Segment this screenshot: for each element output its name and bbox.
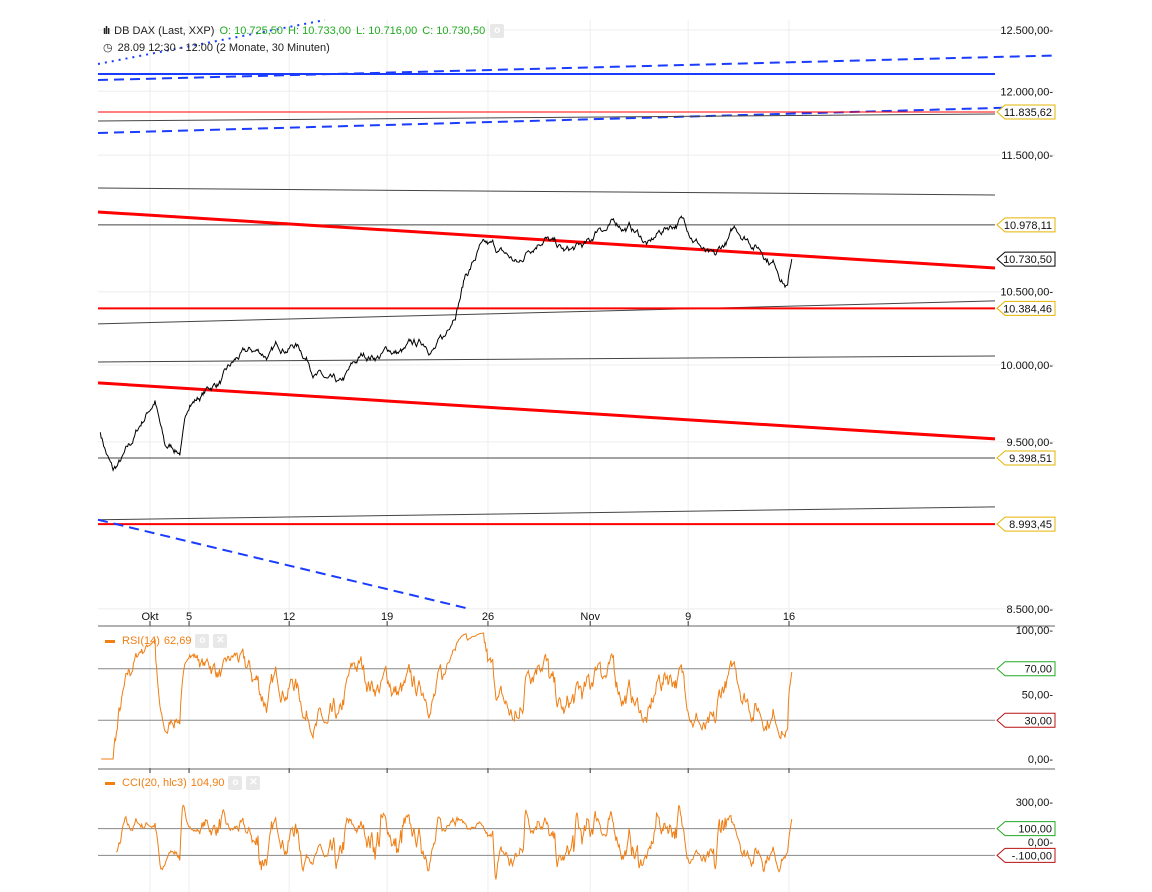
trend-line bbox=[97, 355, 996, 363]
price-tag: 11.835,62 bbox=[1004, 107, 1052, 119]
clock-icon: ◷ bbox=[103, 42, 113, 54]
price-tag-box bbox=[996, 251, 1056, 267]
rsi-level-tag-box bbox=[996, 661, 1056, 677]
settings-button[interactable]: o bbox=[490, 24, 505, 38]
rsi-legend: RSI(14) 62,69 o ✕ bbox=[105, 634, 228, 648]
cci-level-tag: 100,00 bbox=[1018, 824, 1052, 836]
cci-line bbox=[116, 804, 793, 880]
rsi-settings-button[interactable]: o bbox=[195, 634, 210, 648]
price-tag: 10.730,50 bbox=[1003, 254, 1052, 266]
price-tag: 10.978,11 bbox=[1004, 220, 1052, 232]
rsi-level-tag-box bbox=[996, 712, 1056, 728]
y-tick-label: 8.500,00- bbox=[1007, 604, 1054, 616]
x-tick-label: Okt bbox=[141, 611, 158, 623]
trend-line bbox=[97, 300, 996, 325]
price-tag-box bbox=[996, 516, 1056, 532]
cci-label: CCI(20, hlc3) bbox=[122, 777, 187, 789]
high-value: H: 10.733,00 bbox=[288, 25, 352, 37]
rsi-axis-label: 50,00- bbox=[1022, 690, 1054, 702]
cci-settings-button[interactable]: o bbox=[228, 776, 243, 790]
rsi-level-tag: 30,00 bbox=[1024, 715, 1052, 727]
y-tick-label: 10.500,00- bbox=[1000, 287, 1053, 299]
time-range-text: 28.09 12:30 - 12:00 (2 Monate, 30 Minute… bbox=[117, 41, 330, 54]
price-tag: 8.993,45 bbox=[1009, 519, 1052, 531]
cci-color-swatch bbox=[105, 781, 115, 785]
cci-level-tag-box bbox=[996, 847, 1056, 863]
trend-line bbox=[97, 506, 996, 521]
x-tick-label: 19 bbox=[381, 611, 393, 623]
cci-level-tag: -.100,00 bbox=[1012, 850, 1052, 862]
rsi-label: RSI(14) bbox=[122, 635, 160, 647]
cci-axis-label: 300,00- bbox=[1016, 797, 1054, 809]
price-line bbox=[99, 215, 793, 472]
price-tag-box bbox=[996, 217, 1056, 233]
instrument-name: DB DAX (Last, XXP) bbox=[114, 25, 215, 37]
y-tick-label: 12.000,00- bbox=[1000, 86, 1053, 98]
time-range: ◷ 28.09 12:30 - 12:00 (2 Monate, 30 Minu… bbox=[103, 41, 330, 55]
cci-close-button[interactable]: ✕ bbox=[246, 776, 261, 790]
cci-axis-label: 0,00- bbox=[1028, 837, 1053, 849]
y-tick-label: 11.500,00- bbox=[1001, 150, 1053, 162]
trend-line bbox=[97, 113, 996, 122]
x-tick-label: Nov bbox=[580, 611, 600, 623]
open-value: O: 10.725,50 bbox=[219, 25, 284, 37]
rsi-level-tag: 70,00 bbox=[1024, 664, 1052, 676]
price-tag: 9.398,51 bbox=[1009, 453, 1052, 465]
low-value: L: 10.716,00 bbox=[356, 25, 418, 37]
rsi-close-button[interactable]: ✕ bbox=[213, 634, 228, 648]
price-tag-box bbox=[996, 450, 1056, 466]
trend-line bbox=[97, 54, 1056, 82]
y-tick-label: 9.500,00- bbox=[1007, 437, 1054, 449]
trend-line bbox=[97, 381, 996, 441]
price-tag-box bbox=[996, 300, 1056, 316]
x-tick-label: 12 bbox=[283, 611, 295, 623]
y-tick-label: 12.500,00- bbox=[1000, 25, 1053, 37]
chart-header: ılı DB DAX (Last, XXP) O: 10.725,50 H: 1… bbox=[103, 24, 505, 38]
x-tick-label: 5 bbox=[186, 611, 192, 623]
rsi-line bbox=[101, 632, 793, 760]
rsi-color-swatch bbox=[105, 639, 115, 643]
cci-value: 104,90 bbox=[190, 777, 225, 789]
cci-level-tag-box bbox=[996, 821, 1056, 837]
x-tick-label: 9 bbox=[685, 611, 691, 623]
rsi-axis-label: 0,00- bbox=[1028, 754, 1053, 766]
price-tag: 10.384,46 bbox=[1003, 303, 1052, 315]
close-value: C: 10.730,50 bbox=[422, 25, 486, 37]
x-tick-label: 26 bbox=[482, 611, 494, 623]
y-tick-label: 10.000,00- bbox=[1000, 360, 1053, 372]
cci-legend: CCI(20, hlc3) 104,90 o ✕ bbox=[105, 776, 261, 790]
trend-line bbox=[97, 187, 996, 196]
price-tag-box bbox=[996, 104, 1056, 120]
indicator-settings-icon[interactable]: ılı bbox=[103, 25, 110, 37]
x-tick-label: 16 bbox=[783, 611, 795, 623]
trend-line bbox=[97, 210, 996, 270]
trend-line bbox=[97, 518, 471, 610]
rsi-value: 62,69 bbox=[163, 635, 192, 647]
rsi-axis-label: 100,00- bbox=[1016, 625, 1054, 637]
